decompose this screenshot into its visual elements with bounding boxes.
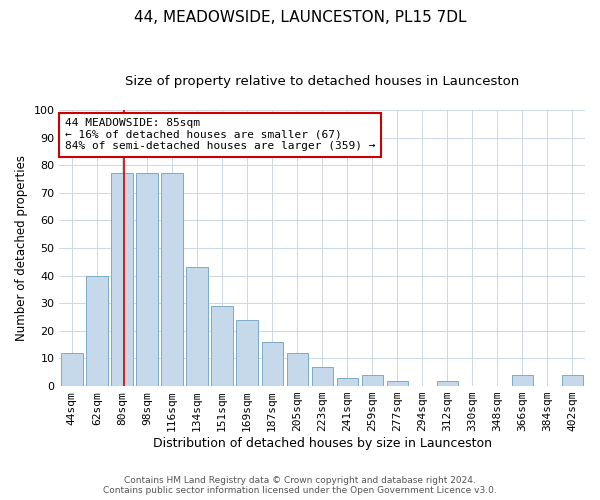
Bar [161, 174, 182, 386]
Bar [311, 367, 333, 386]
Bar [562, 375, 583, 386]
Bar [386, 380, 408, 386]
Bar [136, 174, 158, 386]
Bar [337, 378, 358, 386]
X-axis label: Distribution of detached houses by size in Launceston: Distribution of detached houses by size … [153, 437, 492, 450]
Title: Size of property relative to detached houses in Launceston: Size of property relative to detached ho… [125, 75, 520, 88]
Bar [61, 353, 83, 386]
Text: Contains HM Land Registry data © Crown copyright and database right 2024.
Contai: Contains HM Land Registry data © Crown c… [103, 476, 497, 495]
Bar [362, 375, 383, 386]
Bar [262, 342, 283, 386]
Bar [437, 380, 458, 386]
Text: 44 MEADOWSIDE: 85sqm
← 16% of detached houses are smaller (67)
84% of semi-detac: 44 MEADOWSIDE: 85sqm ← 16% of detached h… [65, 118, 375, 152]
Bar [187, 268, 208, 386]
Bar [211, 306, 233, 386]
Bar [512, 375, 533, 386]
Y-axis label: Number of detached properties: Number of detached properties [15, 155, 28, 341]
Bar [112, 174, 133, 386]
Text: 44, MEADOWSIDE, LAUNCESTON, PL15 7DL: 44, MEADOWSIDE, LAUNCESTON, PL15 7DL [134, 10, 466, 25]
Bar [86, 276, 107, 386]
Bar [287, 353, 308, 386]
Bar [236, 320, 258, 386]
